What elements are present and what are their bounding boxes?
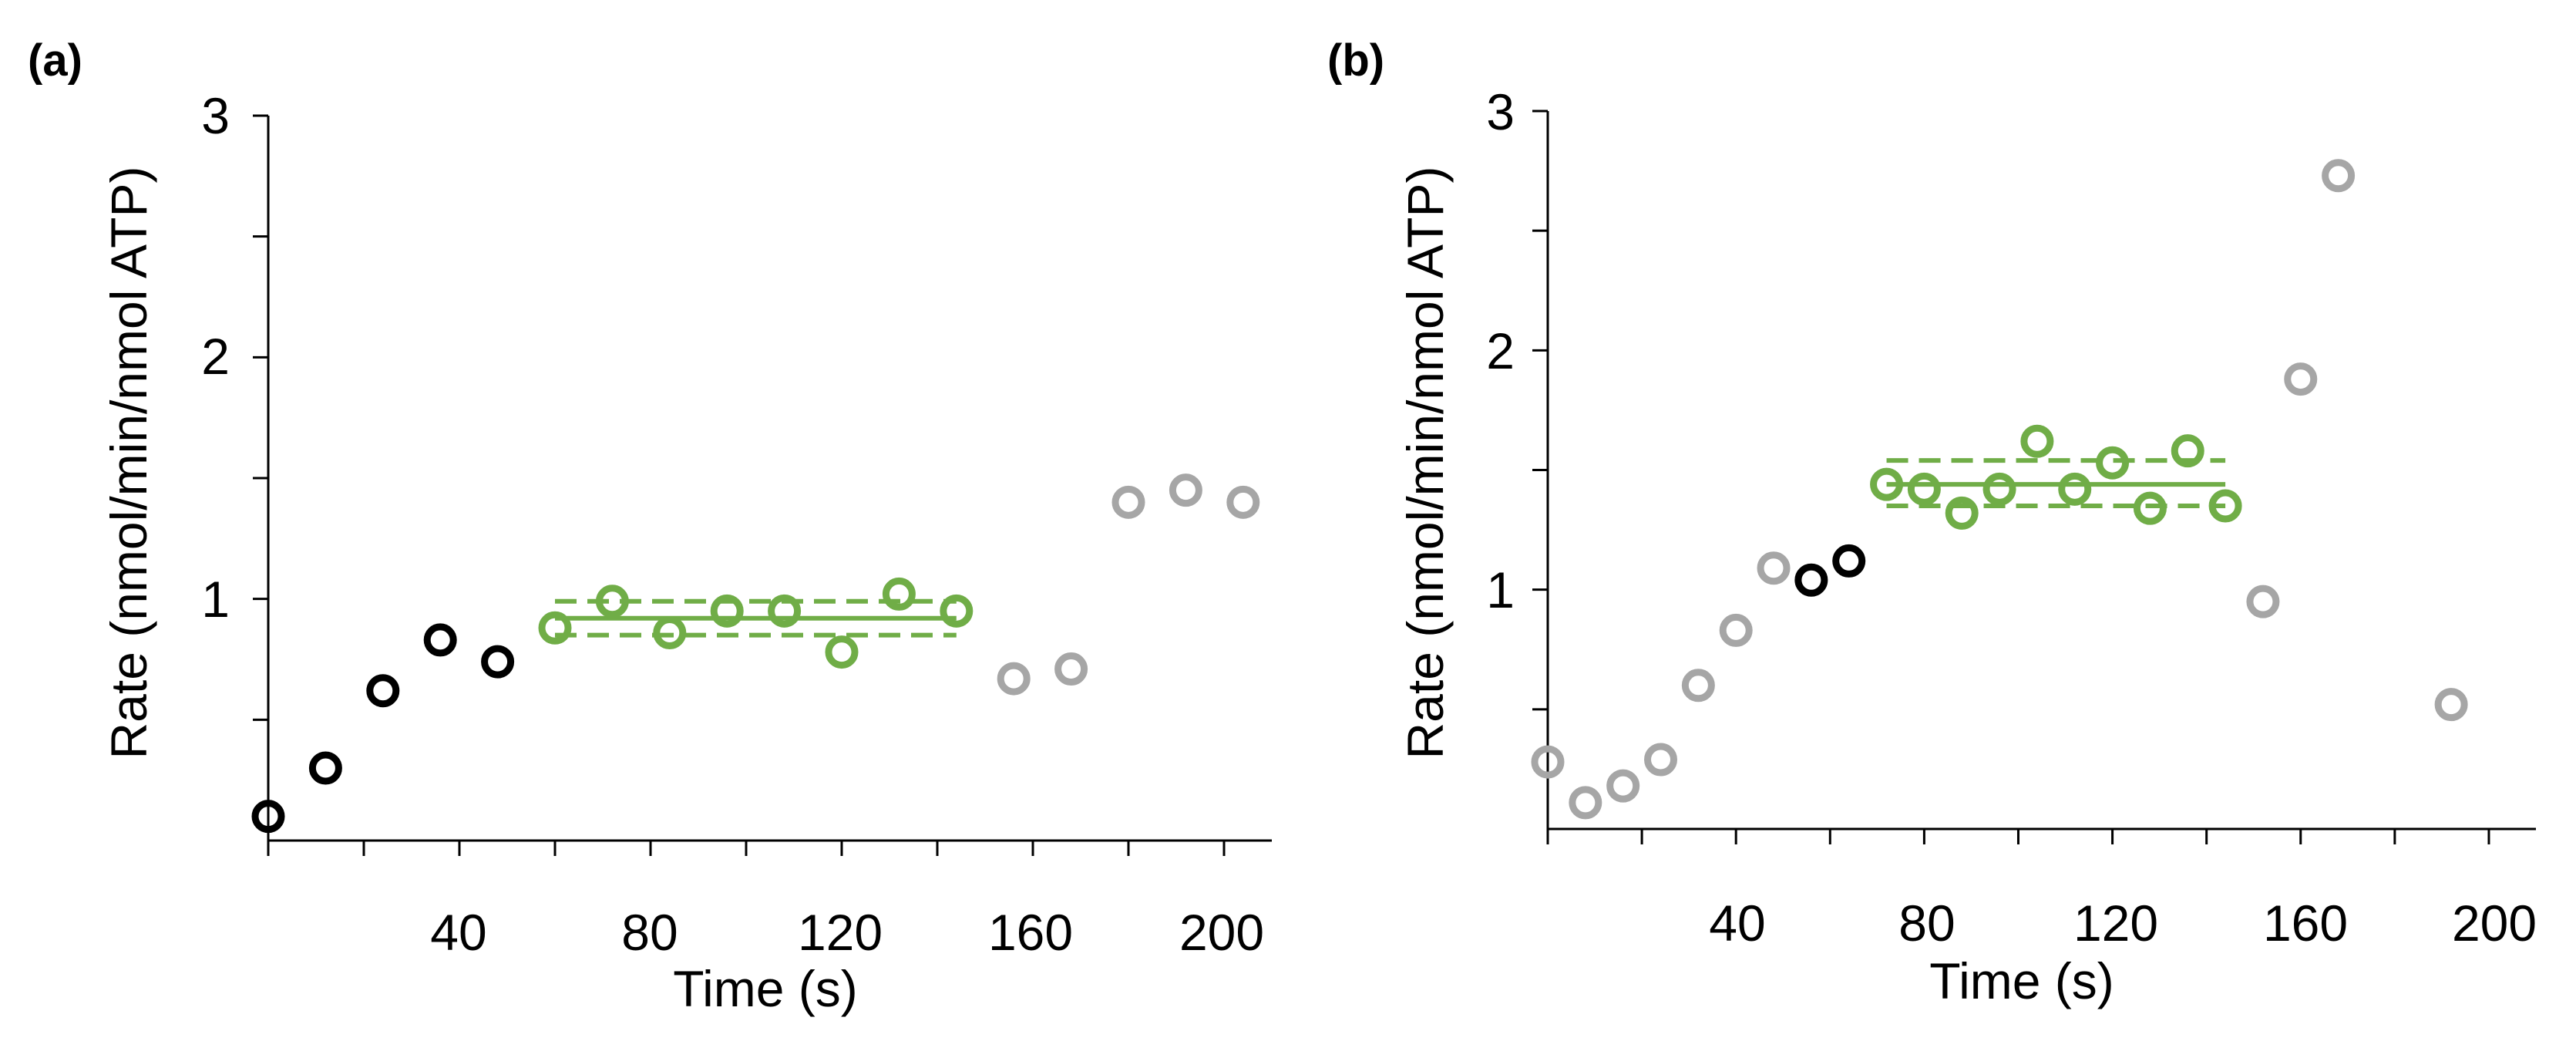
panel-b-x-tick-label: 80 [1898, 895, 1955, 952]
panel-a-y-tick-label: 1 [201, 571, 230, 628]
panel-b-plot [1531, 110, 2536, 844]
panel-a-x-tick-label: 120 [798, 904, 883, 961]
panel-b-initial-point [1794, 563, 1828, 597]
panel-b-excluded-point [1719, 613, 1753, 647]
panel-a-x-tick-label: 80 [621, 904, 678, 961]
panel-b-excluded-point [1569, 786, 1602, 820]
panel-a-initial-point [481, 645, 515, 679]
panel-b-excluded-point [2284, 362, 2318, 396]
panel-a-y-axis-title: Rate (nmol/min/nmol ATP) [100, 167, 157, 760]
panel-b-steady-state-point [2171, 434, 2204, 468]
panel-b-x-tick-label: 40 [1709, 895, 1765, 952]
panel-b-steady-state-point [1870, 467, 1904, 501]
panel-b-steady-state-point [2208, 489, 2242, 523]
panel-b-excluded-point [1531, 745, 1565, 779]
panel-a-y-tick-label: 2 [201, 328, 230, 385]
panel-a-x-tick-label: 200 [1179, 904, 1264, 961]
panel-b-excluded-point [1644, 743, 1678, 777]
panel-b-excluded-point [2322, 159, 2356, 193]
panel-a-y-tick-label: 3 [201, 87, 230, 144]
panel-a-initial-point [251, 800, 285, 834]
panel-b-steady-state-point [2020, 424, 2054, 458]
panel-b-steady-state-point [1982, 472, 2016, 506]
panel-a-excluded-point [1111, 485, 1145, 519]
panel-b-x-tick-label: 200 [2452, 895, 2537, 952]
panel-a-excluded-point [997, 662, 1031, 696]
panel-b-steady-state-point [1945, 496, 1979, 530]
panel-a-steady-state-point [940, 594, 974, 628]
panel-b-x-axis-title: Time (s) [1929, 952, 2114, 1009]
panel-a-excluded-point [1169, 473, 1202, 507]
panel-b-excluded-point [1681, 669, 1715, 703]
panel-b-steady-state-point [2058, 472, 2092, 506]
panel-b-initial-point [1832, 544, 1866, 578]
panel-b-y-tick-label: 2 [1486, 322, 1515, 379]
panel-a-steady-state-point [882, 577, 916, 611]
panel-a-steady-state-point [825, 635, 859, 669]
panel-a-x-tick-label: 160 [988, 904, 1073, 961]
panel-b-label: (b) [1327, 35, 1384, 86]
panel-a-label: (a) [28, 35, 82, 86]
panel-b-x-tick-label: 160 [2263, 895, 2348, 952]
panel-b-steady-state-point [2096, 446, 2130, 480]
panel-a-excluded-point [1054, 652, 1088, 686]
panel-b-y-tick-label: 1 [1486, 561, 1515, 618]
panel-b-excluded-point [2434, 688, 2468, 722]
panel-b: (b) Rate (nmol/min/nmol ATP) Time (s) 3 … [1327, 35, 2537, 1009]
panel-b-steady-state-point [1907, 472, 1941, 506]
panel-a-steady-state-point [653, 616, 687, 650]
panel-a-excluded-point [1226, 485, 1260, 519]
panel-a-steady-state-point [538, 611, 572, 645]
panel-b-excluded-point [1757, 551, 1791, 585]
panel-b-steady-state-point [2133, 491, 2167, 525]
panel-b-y-axis-title: Rate (nmol/min/nmol ATP) [1397, 167, 1454, 760]
panel-a-steady-state-point [595, 585, 629, 618]
panel-a-x-axis-title: Time (s) [673, 960, 858, 1017]
panel-b-x-tick-label: 120 [2073, 895, 2158, 952]
panel-a-initial-point [308, 751, 342, 785]
panel-a-initial-point [423, 623, 457, 657]
panel-a-steady-state-point [768, 594, 802, 628]
panel-a-plot [251, 114, 1272, 856]
panel-b-excluded-point [2246, 585, 2280, 618]
panel-a-initial-point [366, 674, 400, 708]
panel-a-steady-state-point [710, 594, 744, 628]
panel-a-x-tick-label: 40 [430, 904, 486, 961]
panel-b-y-tick-label: 3 [1486, 83, 1515, 140]
panel-a: (a) Rate (nmol/min/nmol ATP) Time (s) 3 … [28, 35, 1272, 1017]
panel-b-excluded-point [1606, 769, 1640, 803]
